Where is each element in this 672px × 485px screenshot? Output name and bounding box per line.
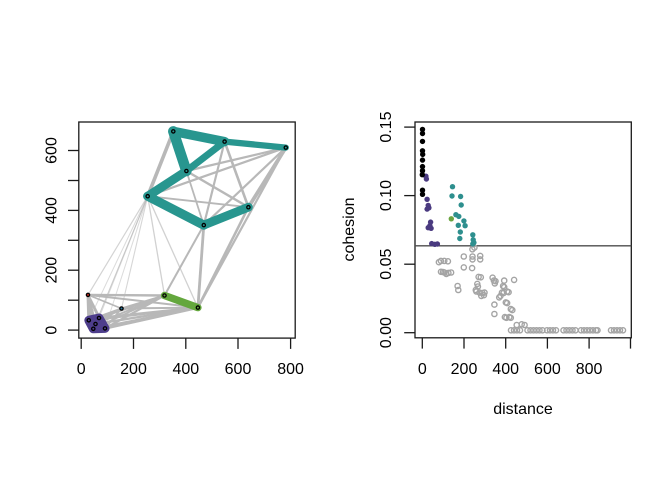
svg-text:0: 0 (418, 361, 427, 378)
svg-text:600: 600 (43, 137, 60, 164)
svg-text:0: 0 (77, 361, 86, 378)
svg-text:0.15: 0.15 (378, 111, 395, 142)
svg-text:0.05: 0.05 (378, 249, 395, 280)
svg-text:800: 800 (576, 361, 603, 378)
svg-text:600: 600 (225, 361, 252, 378)
svg-text:200: 200 (43, 257, 60, 284)
svg-text:600: 600 (534, 361, 561, 378)
svg-text:800: 800 (277, 361, 304, 378)
svg-text:200: 200 (451, 361, 478, 378)
svg-text:0.00: 0.00 (378, 317, 395, 348)
svg-text:400: 400 (43, 197, 60, 224)
svg-text:0: 0 (43, 326, 60, 335)
svg-text:400: 400 (492, 361, 519, 378)
svg-text:400: 400 (172, 361, 199, 378)
svg-text:distance: distance (493, 401, 553, 418)
svg-text:200: 200 (120, 361, 147, 378)
svg-text:0.10: 0.10 (378, 180, 395, 211)
svg-text:cohesion: cohesion (341, 197, 358, 261)
